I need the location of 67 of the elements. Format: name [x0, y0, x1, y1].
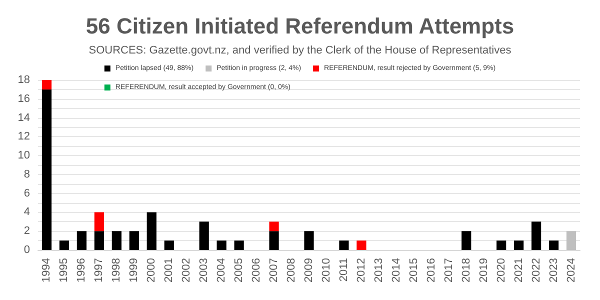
y-tick-label: 12 [18, 130, 30, 143]
bar [129, 231, 139, 250]
x-tick-label: 1996 [76, 258, 88, 282]
bar [566, 231, 576, 250]
x-tick-label: 2020 [495, 258, 508, 282]
bar [304, 231, 314, 250]
y-tick-label: 14 [18, 112, 30, 124]
bar [496, 240, 506, 250]
x-tick-label: 1995 [58, 258, 70, 282]
bar [269, 222, 279, 232]
chart-subtitle: SOURCES: Gazette.govt.nz, and verified by the Clerk of the House of Representatives [88, 44, 512, 56]
bar [42, 89, 52, 250]
x-tick-label: 2002 [180, 258, 193, 282]
y-tick-label: 16 [18, 92, 30, 105]
y-tick-label: 8 [24, 168, 30, 180]
x-tick-label: 1998 [110, 258, 123, 282]
y-tick-label: 0 [24, 244, 30, 256]
y-tick-label: 10 [18, 150, 30, 162]
y-tick-label: 18 [18, 74, 30, 86]
x-tick-label: 2017 [442, 258, 455, 282]
x-tick-label: 1994 [40, 258, 53, 282]
x-tick-label: 2007 [268, 258, 280, 282]
x-tick-label: 2004 [216, 258, 228, 282]
x-tick-label: 2024 [565, 258, 578, 282]
bar [356, 240, 366, 250]
bar [269, 231, 279, 250]
y-tick-label: 6 [24, 187, 30, 200]
x-tick-label: 2014 [390, 258, 402, 282]
x-tick-label: 2013 [372, 258, 385, 282]
x-tick-label: 2012 [355, 258, 368, 282]
x-tick-label: 2021 [512, 258, 525, 282]
bar [216, 240, 226, 250]
bar [94, 231, 104, 250]
x-tick-label: 2005 [233, 258, 246, 282]
bar [146, 212, 156, 250]
x-tick-label: 2000 [146, 258, 158, 282]
x-tick-label: 2003 [198, 258, 210, 282]
y-tick-label: 4 [24, 206, 30, 218]
x-tick-label: 2010 [320, 258, 332, 282]
bar [548, 240, 559, 250]
x-tick-label: 2023 [548, 258, 560, 282]
x-tick-label: 2006 [250, 258, 263, 282]
bar [76, 231, 87, 250]
bar [514, 240, 524, 250]
x-tick-label: 2019 [478, 258, 490, 282]
bar [234, 240, 244, 250]
x-tick-label: 2009 [303, 258, 315, 282]
bar [94, 212, 104, 232]
bar [59, 240, 70, 250]
x-tick-label: 2022 [530, 258, 542, 282]
bar [531, 222, 542, 250]
bar [42, 80, 52, 90]
x-tick-label: 2018 [460, 258, 472, 282]
chart-title: 56 Citizen Initiated Referendum Attempts [86, 14, 514, 38]
x-tick-label: 2016 [425, 258, 438, 282]
x-tick-label: 1999 [128, 258, 140, 282]
bar [339, 240, 349, 250]
x-tick-label: 2008 [286, 258, 298, 282]
bar [164, 240, 174, 250]
bar [199, 222, 209, 250]
bar [462, 231, 472, 250]
bar [112, 231, 122, 250]
x-tick-label: 2015 [408, 258, 420, 282]
x-tick-label: 2001 [163, 258, 176, 282]
y-tick-label: 2 [24, 225, 30, 238]
x-tick-label: 1997 [93, 258, 106, 282]
x-tick-label: 2011 [338, 258, 350, 282]
